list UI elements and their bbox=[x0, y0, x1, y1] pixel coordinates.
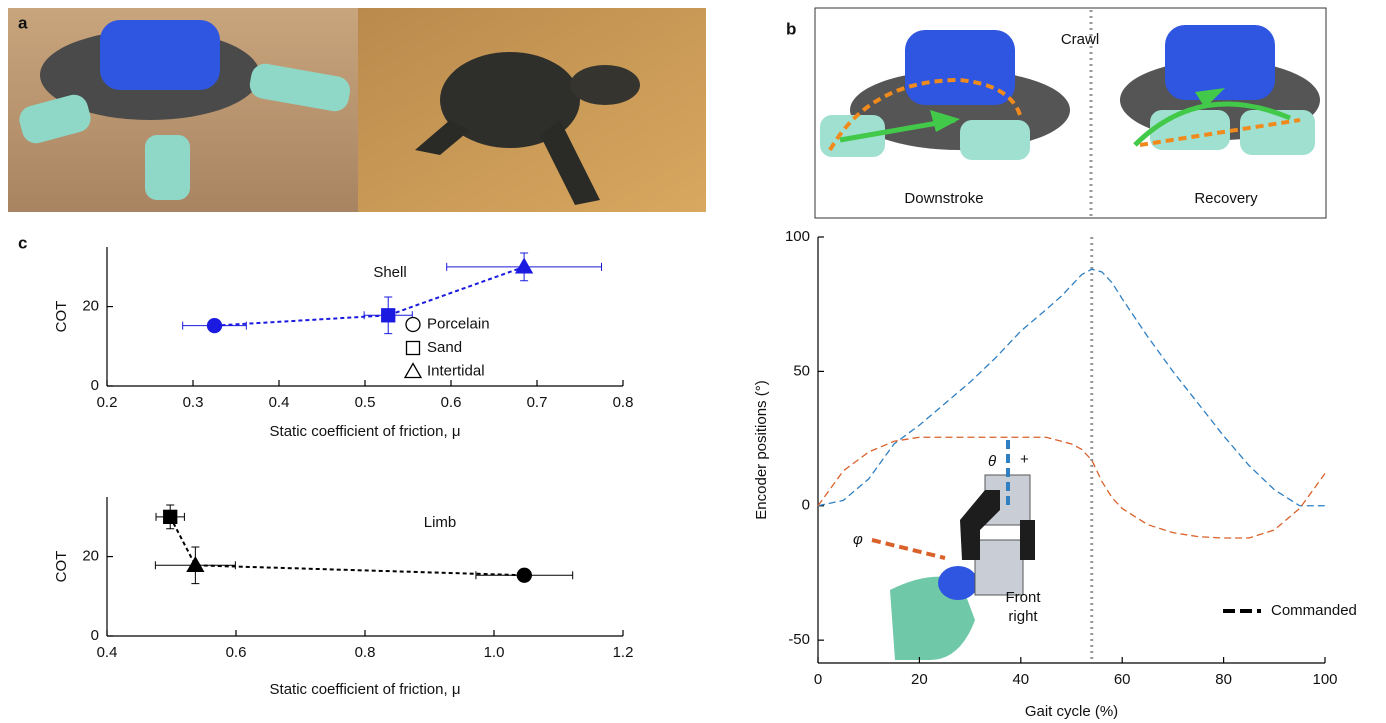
marker bbox=[516, 259, 532, 273]
photo-robot bbox=[8, 8, 358, 212]
y-tick-label: 50 bbox=[793, 362, 810, 379]
marker bbox=[382, 309, 395, 322]
x-tick-label: 60 bbox=[1114, 671, 1131, 688]
illustration-title: Crawl bbox=[1061, 31, 1099, 48]
phase-label: Recovery bbox=[1194, 190, 1258, 207]
x-tick-label: 1.0 bbox=[484, 644, 505, 661]
x-tick-label: 0.7 bbox=[527, 394, 548, 411]
connector bbox=[170, 517, 524, 575]
x-tick-label: 0.4 bbox=[269, 394, 290, 411]
legend-marker bbox=[407, 342, 420, 355]
x-tick-label: 0 bbox=[814, 671, 822, 688]
x-tick-label: 80 bbox=[1215, 671, 1232, 688]
x-tick-label: 0.4 bbox=[97, 644, 118, 661]
marker bbox=[164, 510, 177, 523]
x-tick-label: 0.8 bbox=[355, 644, 376, 661]
legend-label: Commanded bbox=[1271, 602, 1357, 619]
y-tick-label: 20 bbox=[82, 548, 99, 565]
x-tick-label: 20 bbox=[911, 671, 928, 688]
y-tick-label: 20 bbox=[82, 298, 99, 315]
x-tick-label: 40 bbox=[1012, 671, 1029, 688]
legend-label: Porcelain bbox=[427, 315, 490, 332]
marker bbox=[517, 568, 531, 582]
x-axis-label: Gait cycle (%) bbox=[1025, 703, 1118, 720]
y-tick-label: 0 bbox=[91, 627, 99, 644]
x-axis-label: Static coefficient of friction, μ bbox=[270, 681, 461, 698]
marker bbox=[208, 319, 222, 333]
x-tick-label: 1.2 bbox=[613, 644, 634, 661]
x-tick-label: 0.6 bbox=[226, 644, 247, 661]
x-tick-label: 100 bbox=[1312, 671, 1337, 688]
panel-label: c bbox=[18, 233, 27, 252]
y-axis-label: COT bbox=[53, 301, 70, 333]
x-axis-label: Static coefficient of friction, μ bbox=[270, 423, 461, 440]
x-tick-label: 0.6 bbox=[441, 394, 462, 411]
y-axis-label: COT bbox=[53, 551, 70, 583]
phase-label: Downstroke bbox=[904, 190, 983, 207]
series-line bbox=[818, 269, 1325, 506]
series-label: Limb bbox=[424, 514, 457, 531]
legend-marker bbox=[405, 364, 421, 378]
y-tick-label: 0 bbox=[91, 377, 99, 394]
inset-label: + bbox=[1020, 451, 1029, 468]
x-tick-label: 0.8 bbox=[613, 394, 634, 411]
series-line bbox=[818, 437, 1325, 538]
y-tick-label: 100 bbox=[785, 228, 810, 245]
panel-label: b bbox=[786, 19, 796, 38]
figure: a b Crawl Downstroke Recovery c 0 20 40 60 8… bbox=[0, 0, 1386, 723]
marker bbox=[187, 557, 203, 571]
y-tick-label: -50 bbox=[788, 631, 810, 648]
legend-label: Sand bbox=[427, 339, 462, 356]
x-tick-label: 0.3 bbox=[183, 394, 204, 411]
series-label: Shell bbox=[373, 264, 406, 281]
inset-label: Front right bbox=[1000, 588, 1046, 626]
legend-marker bbox=[406, 318, 420, 332]
x-tick-label: 0.5 bbox=[355, 394, 376, 411]
y-axis-label: Encoder positions (°) bbox=[753, 380, 770, 519]
legend-label: Intertidal bbox=[427, 362, 485, 379]
x-tick-label: 0.2 bbox=[97, 394, 118, 411]
inset-label: θ bbox=[988, 453, 996, 470]
inset-label: φ bbox=[853, 531, 863, 548]
panel-label: a bbox=[18, 13, 28, 32]
y-tick-label: 0 bbox=[802, 497, 810, 514]
photo-turtle bbox=[358, 8, 706, 212]
inset-label: Front right bbox=[1000, 588, 1060, 632]
